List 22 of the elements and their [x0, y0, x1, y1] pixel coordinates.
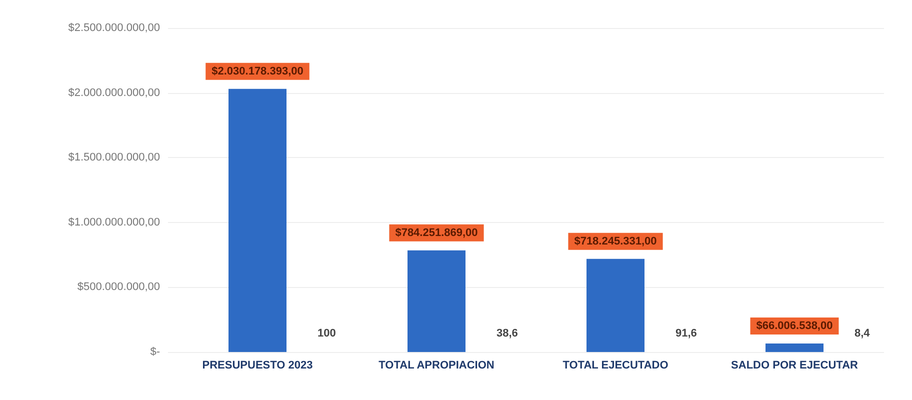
y-tick-label: $2.000.000.000,00: [68, 86, 160, 99]
y-tick-label: $500.000.000,00: [77, 281, 160, 294]
y-tick-label: $1.000.000.000,00: [68, 216, 160, 228]
bar: [766, 343, 824, 352]
bar: [408, 250, 466, 352]
data-label: $66.006.538,00: [756, 320, 833, 332]
x-tick-label: PRESUPUESTO 2023: [202, 360, 313, 372]
annotation: 100: [318, 328, 336, 340]
data-label: $784.251.869,00: [395, 226, 478, 239]
y-tick-label: $1.500.000.000,00: [68, 152, 160, 164]
data-label: $2.030.178.393,00: [212, 65, 304, 78]
annotation: 8,4: [854, 328, 871, 340]
x-tick-label: TOTAL EJECUTADO: [562, 360, 669, 372]
y-tick-label: $2.500.000.000,00: [68, 22, 160, 34]
y-tick-label: $-: [150, 346, 160, 358]
annotation: 91,6: [676, 328, 697, 340]
x-tick-label: TOTAL APROPIACION: [378, 360, 494, 372]
bar: [228, 88, 286, 352]
data-label: $718.245.331,00: [574, 235, 657, 248]
annotation: 38,6: [496, 328, 518, 340]
bar: [586, 258, 644, 352]
x-tick-label: SALDO POR EJECUTAR: [731, 360, 858, 372]
